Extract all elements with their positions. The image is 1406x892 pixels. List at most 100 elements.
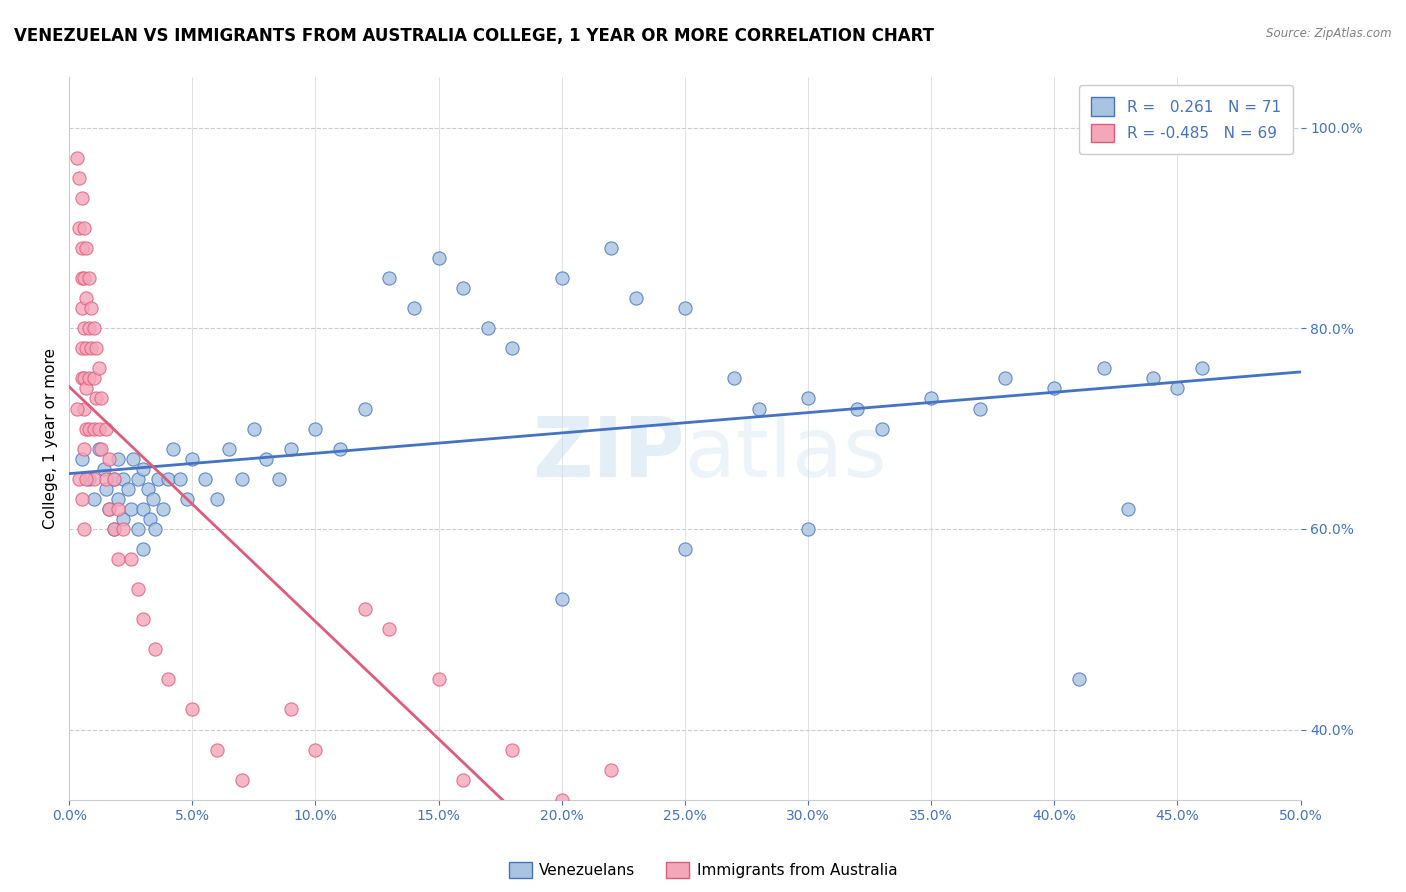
Point [73, 401, 96, 416]
Point [378, 622, 401, 636]
Point [243, 421, 266, 435]
Point [427, 251, 450, 265]
Text: ZIP: ZIP [533, 412, 685, 493]
Point [673, 301, 696, 315]
Point [402, 301, 425, 315]
Point [1043, 381, 1066, 395]
Point [427, 673, 450, 687]
Point [73, 371, 96, 385]
Point [551, 271, 574, 285]
Point [748, 401, 770, 416]
Point [86, 341, 108, 355]
Point [142, 491, 165, 506]
Legend: R =   0.261   N = 71, R = -0.485   N = 69: R = 0.261 N = 71, R = -0.485 N = 69 [1080, 85, 1294, 154]
Point [139, 512, 162, 526]
Point [127, 472, 149, 486]
Point [145, 642, 167, 657]
Point [502, 742, 524, 756]
Point [70, 301, 93, 315]
Point [112, 472, 135, 486]
Point [80, 301, 103, 315]
Point [70, 341, 93, 355]
Point [477, 321, 499, 335]
Legend: Venezuelans, Immigrants from Australia: Venezuelans, Immigrants from Australia [502, 856, 904, 884]
Point [73, 221, 96, 235]
Point [77, 371, 100, 385]
Point [83, 472, 105, 486]
Point [1116, 501, 1139, 516]
Point [870, 421, 893, 435]
Point [73, 321, 96, 335]
Point [73, 271, 96, 285]
Point [117, 482, 139, 496]
Point [673, 541, 696, 556]
Point [353, 401, 375, 416]
Point [90, 392, 112, 406]
Point [70, 451, 93, 466]
Point [280, 702, 302, 716]
Text: atlas: atlas [685, 412, 887, 493]
Point [96, 472, 118, 486]
Point [93, 461, 115, 475]
Point [70, 371, 93, 385]
Text: VENEZUELAN VS IMMIGRANTS FROM AUSTRALIA COLLEGE, 1 YEAR OR MORE CORRELATION CHAR: VENEZUELAN VS IMMIGRANTS FROM AUSTRALIA … [14, 27, 934, 45]
Point [551, 793, 574, 807]
Point [600, 241, 623, 255]
Point [122, 451, 145, 466]
Point [127, 522, 149, 536]
Point [97, 501, 120, 516]
Point [86, 392, 108, 406]
Point [132, 612, 155, 626]
Point [83, 421, 105, 435]
Point [551, 592, 574, 607]
Point [87, 421, 110, 435]
Point [80, 341, 103, 355]
Point [194, 472, 217, 486]
Point [127, 582, 149, 596]
Point [502, 341, 524, 355]
Point [451, 772, 474, 787]
Point [76, 421, 98, 435]
Point [87, 442, 110, 456]
Point [280, 442, 302, 456]
Point [304, 742, 326, 756]
Point [136, 482, 159, 496]
Point [267, 472, 290, 486]
Point [1191, 361, 1213, 376]
Point [146, 472, 169, 486]
Point [1142, 371, 1164, 385]
Point [797, 522, 820, 536]
Point [650, 803, 672, 817]
Point [65, 151, 87, 165]
Point [152, 501, 174, 516]
Point [103, 472, 125, 486]
Point [120, 501, 142, 516]
Point [451, 281, 474, 295]
Point [254, 803, 277, 817]
Point [181, 702, 204, 716]
Point [156, 472, 179, 486]
Point [920, 392, 942, 406]
Point [67, 221, 90, 235]
Point [176, 491, 198, 506]
Point [97, 501, 120, 516]
Point [70, 241, 93, 255]
Point [103, 522, 125, 536]
Point [77, 472, 100, 486]
Point [353, 602, 375, 616]
Point [304, 421, 326, 435]
Point [76, 241, 98, 255]
Point [218, 442, 240, 456]
Point [77, 321, 100, 335]
Point [254, 451, 277, 466]
Y-axis label: College, 1 year or more: College, 1 year or more [44, 348, 58, 529]
Point [83, 321, 105, 335]
Point [96, 482, 118, 496]
Point [70, 271, 93, 285]
Point [76, 291, 98, 305]
Point [132, 461, 155, 475]
Point [77, 421, 100, 435]
Point [1166, 381, 1188, 395]
Point [600, 763, 623, 777]
Point [162, 442, 184, 456]
